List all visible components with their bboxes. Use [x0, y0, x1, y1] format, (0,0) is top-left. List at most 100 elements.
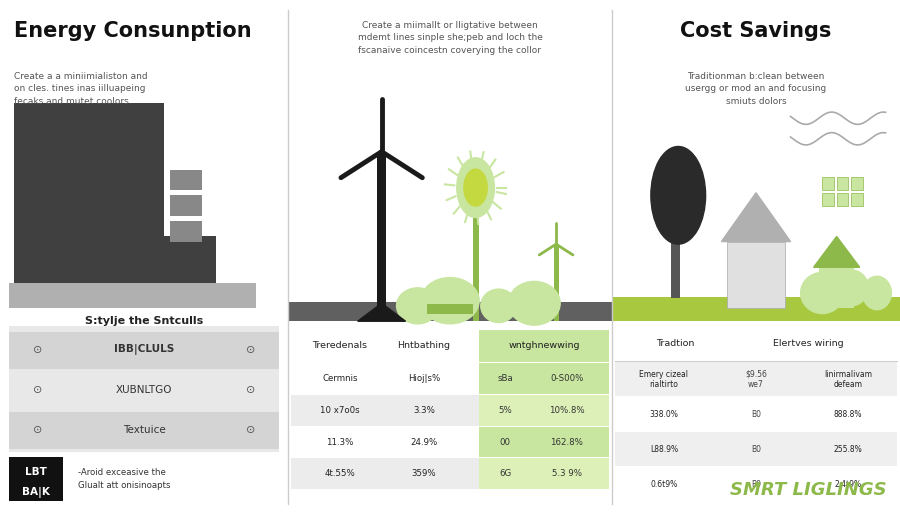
Polygon shape [357, 303, 406, 321]
Text: 255.8%: 255.8% [833, 445, 862, 454]
Text: 24.9%: 24.9% [410, 437, 437, 447]
Text: Tradtion: Tradtion [656, 339, 695, 348]
FancyBboxPatch shape [9, 332, 279, 369]
Text: L88.9%: L88.9% [650, 445, 678, 454]
FancyBboxPatch shape [615, 467, 897, 501]
Circle shape [457, 158, 494, 217]
Text: XUBNLTGO: XUBNLTGO [116, 384, 172, 395]
FancyBboxPatch shape [292, 330, 479, 362]
FancyBboxPatch shape [9, 457, 63, 501]
Text: Elertves wiring: Elertves wiring [772, 339, 843, 348]
Ellipse shape [833, 270, 868, 306]
FancyBboxPatch shape [472, 198, 479, 321]
FancyBboxPatch shape [851, 177, 862, 190]
FancyBboxPatch shape [9, 283, 256, 308]
Circle shape [651, 146, 706, 244]
FancyBboxPatch shape [727, 242, 785, 308]
FancyBboxPatch shape [837, 177, 848, 190]
Text: 2.4t9%: 2.4t9% [834, 480, 861, 489]
Text: Treredenals: Treredenals [312, 341, 367, 351]
FancyBboxPatch shape [479, 395, 608, 426]
Ellipse shape [508, 282, 560, 325]
Text: 00: 00 [500, 437, 510, 447]
FancyBboxPatch shape [9, 326, 279, 452]
FancyBboxPatch shape [837, 193, 848, 206]
Text: B0: B0 [751, 445, 761, 454]
FancyBboxPatch shape [292, 427, 479, 457]
FancyBboxPatch shape [819, 267, 854, 308]
Ellipse shape [862, 276, 891, 309]
Text: Emery cizeal
rialtirto: Emery cizeal rialtirto [639, 370, 688, 389]
Text: 359%: 359% [412, 469, 436, 479]
FancyBboxPatch shape [14, 103, 164, 247]
Text: Energy Consunption: Energy Consunption [14, 21, 252, 41]
Text: SMRT LIGLINGS: SMRT LIGLINGS [730, 481, 886, 499]
FancyBboxPatch shape [671, 195, 680, 298]
Text: 6G: 6G [499, 469, 511, 479]
FancyBboxPatch shape [170, 195, 202, 216]
Text: 11.3%: 11.3% [326, 437, 354, 447]
Ellipse shape [481, 289, 517, 323]
FancyBboxPatch shape [479, 427, 608, 457]
FancyBboxPatch shape [823, 177, 833, 190]
Text: B0: B0 [751, 480, 761, 489]
Text: ⊙: ⊙ [246, 425, 256, 435]
Text: Hioj|s%: Hioj|s% [408, 374, 440, 383]
Text: IBB|CLULS: IBB|CLULS [114, 344, 174, 355]
Text: $9.56
we7: $9.56 we7 [745, 370, 767, 389]
Text: 338.0%: 338.0% [650, 410, 679, 419]
Text: LBT: LBT [25, 467, 47, 477]
FancyBboxPatch shape [615, 432, 897, 466]
FancyBboxPatch shape [615, 397, 897, 431]
Polygon shape [814, 236, 860, 267]
Text: Cermnis: Cermnis [322, 374, 357, 383]
FancyBboxPatch shape [479, 363, 608, 394]
Text: BA|K: BA|K [22, 487, 50, 498]
FancyBboxPatch shape [554, 244, 559, 321]
FancyBboxPatch shape [288, 302, 612, 321]
Text: B0: B0 [751, 410, 761, 419]
Text: ⊙: ⊙ [32, 425, 42, 435]
Text: sBa: sBa [497, 374, 513, 383]
Text: ⊙: ⊙ [32, 344, 42, 355]
Text: 0-S00%: 0-S00% [550, 374, 583, 383]
FancyBboxPatch shape [479, 458, 608, 489]
Text: -Aroid exceasive the
Glualt att onisinoapts: -Aroid exceasive the Glualt att onisinoa… [77, 468, 170, 490]
Text: 10 x7o0s: 10 x7o0s [320, 406, 360, 415]
FancyBboxPatch shape [615, 362, 897, 396]
FancyBboxPatch shape [612, 297, 900, 321]
FancyBboxPatch shape [292, 363, 479, 394]
Text: 888.8%: 888.8% [834, 410, 862, 419]
Text: Cost Savings: Cost Savings [680, 21, 832, 41]
FancyBboxPatch shape [377, 152, 386, 321]
FancyBboxPatch shape [428, 304, 473, 314]
Text: S:tylje the Sntculls: S:tylje the Sntculls [85, 316, 203, 326]
FancyBboxPatch shape [170, 170, 202, 190]
Text: linirmalivam
defeam: linirmalivam defeam [824, 370, 872, 389]
Text: Create a miimallt or lligtative between
mdemt lines sinple she;peb and loch the
: Create a miimallt or lligtative between … [357, 21, 543, 54]
Ellipse shape [397, 288, 438, 324]
Ellipse shape [421, 278, 479, 324]
FancyBboxPatch shape [823, 193, 833, 206]
FancyBboxPatch shape [170, 221, 202, 242]
Text: 10%.8%: 10%.8% [549, 406, 584, 415]
Text: ⊙: ⊙ [246, 384, 256, 395]
Text: Create a a miniimialiston and
on cles. tines inas iilluapeing
fecaks and mutet c: Create a a miniimialiston and on cles. t… [14, 72, 148, 106]
FancyBboxPatch shape [292, 395, 479, 426]
Text: Traditionman b:clean between
usergg or mod an and focusing
smiuts dolors: Traditionman b:clean between usergg or m… [686, 72, 826, 106]
Text: 5%: 5% [499, 406, 512, 415]
Text: 162.8%: 162.8% [550, 437, 583, 447]
Text: 3.3%: 3.3% [413, 406, 435, 415]
Text: 4t.55%: 4t.55% [325, 469, 356, 479]
FancyBboxPatch shape [292, 458, 479, 489]
Text: ⊙: ⊙ [32, 384, 42, 395]
FancyBboxPatch shape [615, 326, 897, 361]
Polygon shape [722, 193, 790, 242]
Text: ⊙: ⊙ [246, 344, 256, 355]
FancyBboxPatch shape [14, 236, 216, 288]
Text: 5.3 9%: 5.3 9% [552, 469, 581, 479]
Circle shape [464, 169, 487, 206]
Text: Hntbathing: Hntbathing [398, 341, 451, 351]
Text: 0.6t9%: 0.6t9% [650, 480, 678, 489]
Ellipse shape [801, 272, 844, 314]
